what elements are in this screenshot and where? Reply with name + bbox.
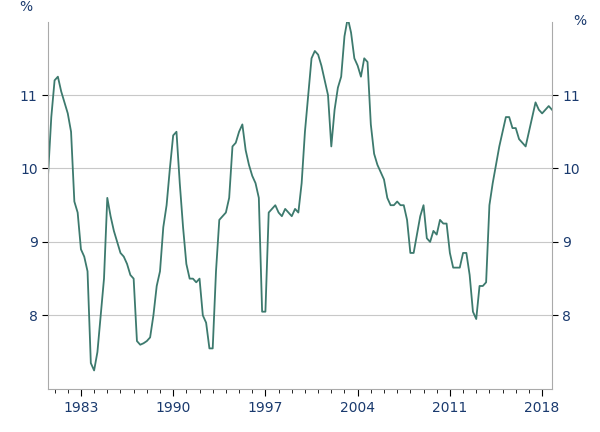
Y-axis label: %: % [573,14,586,28]
Y-axis label: %: % [19,0,32,14]
